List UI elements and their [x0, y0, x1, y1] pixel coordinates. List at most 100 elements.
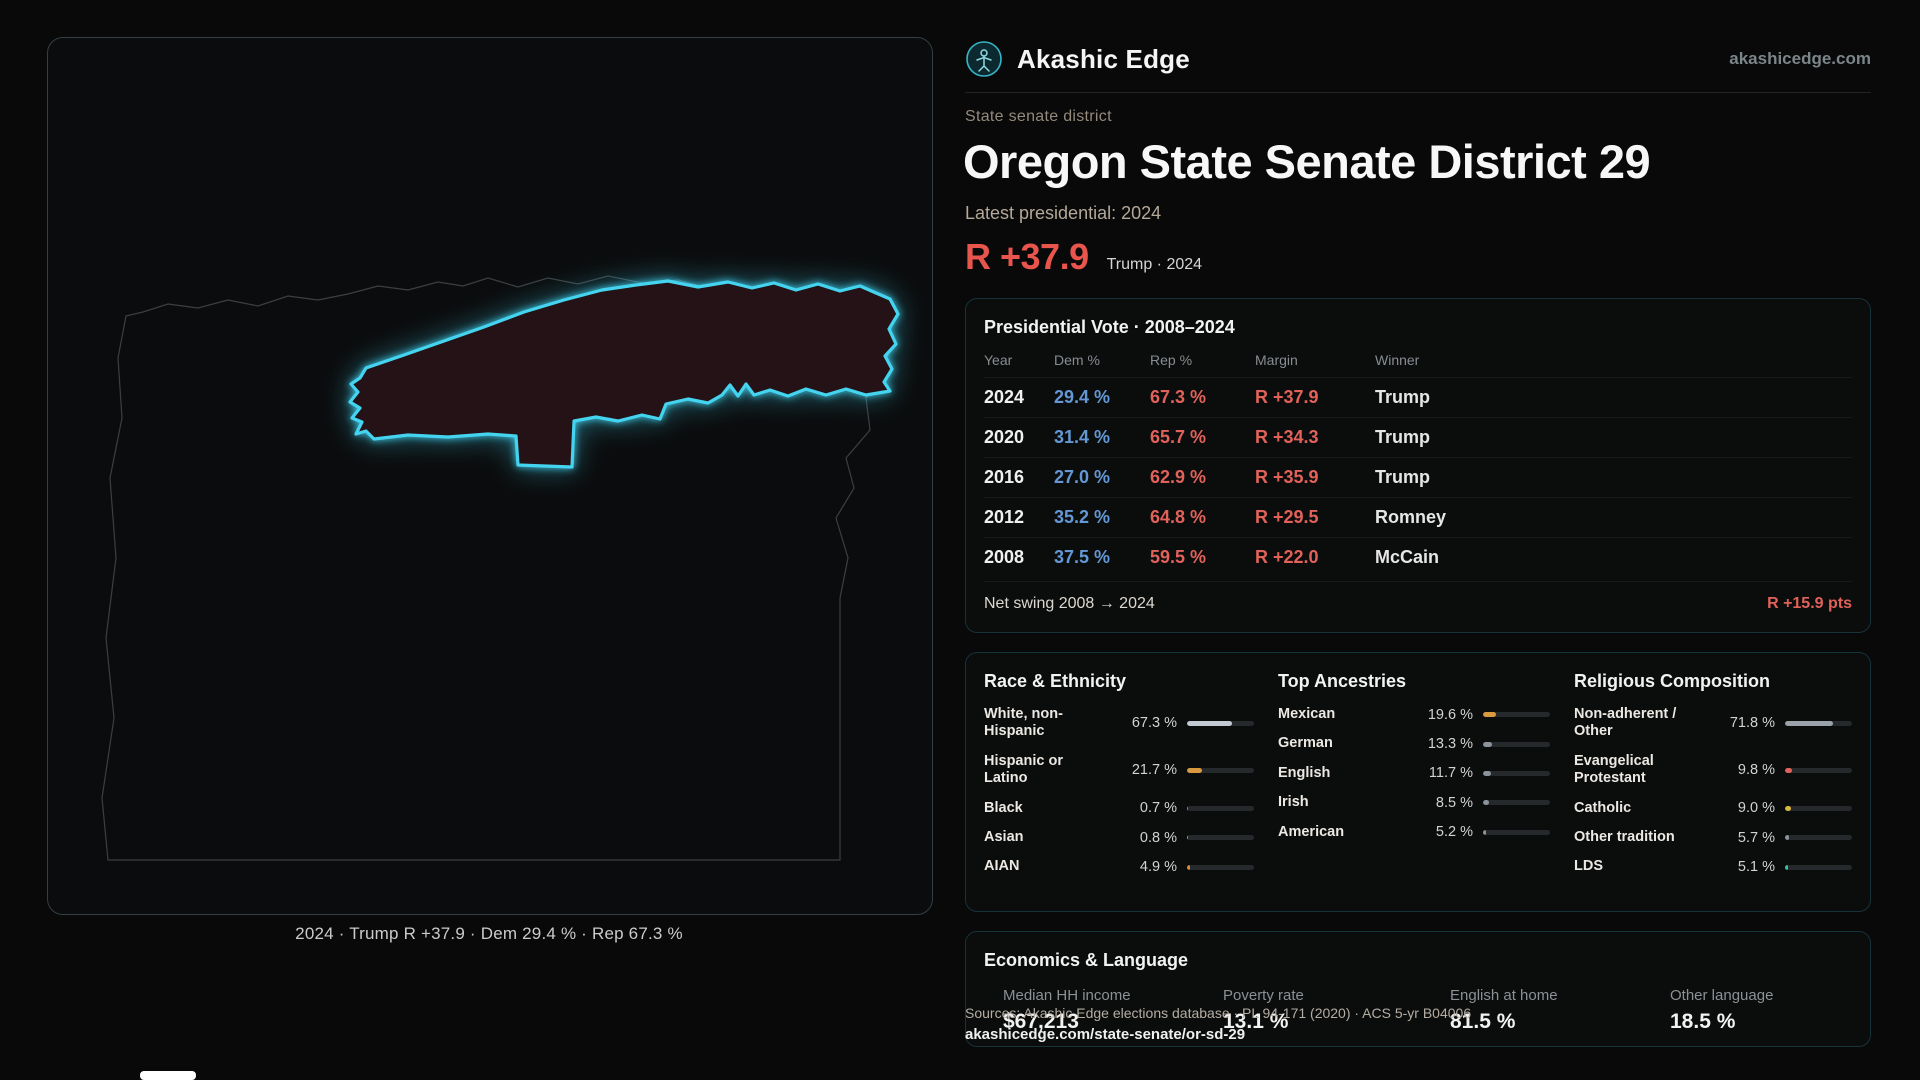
demo-label: Irish — [1278, 794, 1309, 811]
brand-row: Akashic Edge akashicedge.com — [965, 36, 1871, 82]
district-map — [101, 275, 900, 861]
vote-margin: R +37.9 — [1255, 387, 1319, 407]
demo-value: 0.8 % — [1139, 829, 1177, 846]
demo-row: LDS 5.1 % — [1574, 852, 1852, 881]
demo-row: Evangelical Protestant 9.8 % — [1574, 747, 1852, 794]
vote-winner: Trump — [1375, 427, 1431, 447]
vote-table-header: Year Dem % Rep % Margin Winner — [984, 352, 1852, 377]
vote-dem-share: 27.0 % — [1054, 467, 1111, 487]
demo-bar — [1483, 712, 1550, 718]
vote-winner: Trump — [1375, 387, 1431, 407]
scrollbar-thumb[interactable] — [140, 1071, 196, 1080]
demo-label: White, non-Hispanic — [984, 706, 1063, 740]
demo-row: Asian 0.8 % — [984, 823, 1254, 852]
demo-row: American 5.2 % — [1278, 818, 1550, 847]
vote-year: 2008 — [984, 547, 1025, 567]
demo-bar — [1483, 800, 1550, 806]
vote-year: 2020 — [984, 427, 1025, 447]
vote-dem-share: 29.4 % — [1054, 387, 1111, 407]
demo-bar-fill — [1483, 712, 1497, 718]
headline-margin-context: Trump · 2024 — [1106, 256, 1203, 273]
economics-stat: English at home 81.5 % — [1450, 987, 1670, 1034]
vote-rep-share: 67.3 % — [1150, 387, 1207, 407]
vote-year: 2016 — [984, 467, 1025, 487]
vote-table-row: 2016 27.0 % 62.9 % R +35.9 Trump — [984, 457, 1852, 497]
top-ancestries-column: Top Ancestries Mexican 19.6 % German 13.3 % E… — [1278, 671, 1574, 882]
demo-value: 19.6 % — [1427, 706, 1473, 723]
latest-presidential-label: Latest presidential: 2024 — [965, 203, 1162, 223]
demo-label: American — [1278, 823, 1345, 840]
brand-name: Akashic Edge — [1017, 43, 1190, 74]
demo-label: German — [1278, 735, 1333, 752]
demo-row: AIAN 4.9 % — [984, 852, 1254, 881]
brand-domain-link[interactable]: akashicedge.com — [1729, 49, 1871, 68]
demo-row: Hispanic or Latino 21.7 % — [984, 747, 1254, 794]
demo-bar-fill — [1785, 864, 1789, 870]
sources-line: Sources: Akashic Edge elections database… — [965, 1005, 1472, 1021]
demo-bar — [1483, 829, 1550, 835]
vote-winner: Romney — [1375, 507, 1447, 527]
permalink[interactable]: akashicedge.com/state-senate/or-sd-29 — [965, 1026, 1246, 1043]
vote-rep-share: 62.9 % — [1150, 467, 1207, 487]
demo-bar-fill — [1483, 741, 1492, 747]
vote-margin: R +22.0 — [1255, 547, 1319, 567]
net-swing-value: R +15.9 pts — [1767, 595, 1852, 612]
race-ethnicity-column: Race & Ethnicity White, non-Hispanic 67.3 … — [984, 671, 1278, 882]
demo-value: 9.8 % — [1737, 762, 1775, 779]
demo-row: Non-adherent / Other 71.8 % — [1574, 700, 1852, 747]
demo-label: English — [1278, 764, 1331, 781]
vote-dem-share: 31.4 % — [1054, 427, 1111, 447]
demo-value: 71.8 % — [1729, 715, 1775, 732]
vote-table-row: 2020 31.4 % 65.7 % R +34.3 Trump — [984, 417, 1852, 457]
demo-bar-fill — [1187, 864, 1191, 870]
stat-label: Median HH income — [1003, 987, 1131, 1004]
economics-card-title: Economics & Language — [984, 950, 1189, 970]
demo-value: 5.1 % — [1737, 859, 1775, 876]
headline-margin-value: R +37.9 — [965, 236, 1089, 277]
demo-bar — [1785, 805, 1852, 811]
vote-dem-share: 35.2 % — [1054, 507, 1111, 527]
demo-bar-fill — [1187, 720, 1233, 726]
demo-row: Black 0.7 % — [984, 794, 1254, 823]
stat-value: 13.1 % — [1223, 1010, 1289, 1033]
demo-label: Non-adherent / Other — [1574, 706, 1677, 740]
demo-value: 9.0 % — [1737, 800, 1775, 817]
demo-label: LDS — [1574, 858, 1603, 875]
demo-label: Other tradition — [1574, 828, 1675, 845]
vote-dem-share: 37.5 % — [1054, 547, 1111, 567]
demo-bar — [1187, 805, 1254, 811]
demo-row: Catholic 9.0 % — [1574, 794, 1852, 823]
demo-value: 11.7 % — [1428, 765, 1473, 782]
vote-column-header: Margin — [1255, 352, 1298, 368]
demo-value: 13.3 % — [1427, 736, 1473, 753]
demo-bar — [1187, 767, 1254, 773]
economics-stat: Median HH income $67,213 — [1003, 987, 1223, 1034]
demo-row: English 11.7 % — [1278, 759, 1550, 788]
demo-bar-fill — [1785, 720, 1834, 726]
economics-stat: Other language 18.5 % — [1670, 987, 1852, 1034]
demo-value: 4.9 % — [1139, 859, 1177, 876]
religious-composition-column: Religious Composition Non-adherent / Othe… — [1574, 671, 1852, 882]
kicker: State senate district — [965, 108, 1112, 125]
demo-bar — [1785, 864, 1852, 870]
demo-bar-fill — [1785, 767, 1792, 773]
demo-value: 67.3 % — [1131, 715, 1177, 732]
demo-column-title: Religious Composition — [1574, 671, 1770, 691]
demo-row: Other tradition 5.7 % — [1574, 823, 1852, 852]
demo-column-title: Race & Ethnicity — [984, 671, 1127, 691]
demo-bar-fill — [1187, 767, 1202, 773]
vote-year: 2012 — [984, 507, 1025, 527]
demo-bar-fill — [1785, 835, 1789, 841]
demo-value: 5.7 % — [1737, 829, 1775, 846]
vote-card-title: Presidential Vote · 2008–2024 — [984, 317, 1235, 337]
district-shape[interactable] — [348, 279, 900, 469]
vote-year: 2024 — [984, 387, 1025, 407]
demo-bar — [1187, 720, 1254, 726]
vote-winner: McCain — [1375, 547, 1440, 567]
demographics-card: Race & Ethnicity White, non-Hispanic 67.3 … — [965, 652, 1871, 912]
demo-bar — [1483, 770, 1550, 776]
vote-table-body: 2024 29.4 % 67.3 % R +37.9 Trump 2020 31.4 % 65… — [984, 377, 1852, 577]
headline-margin-row: R +37.9 Trump · 2024 — [965, 236, 1202, 278]
demo-row: White, non-Hispanic 67.3 % — [984, 700, 1254, 747]
